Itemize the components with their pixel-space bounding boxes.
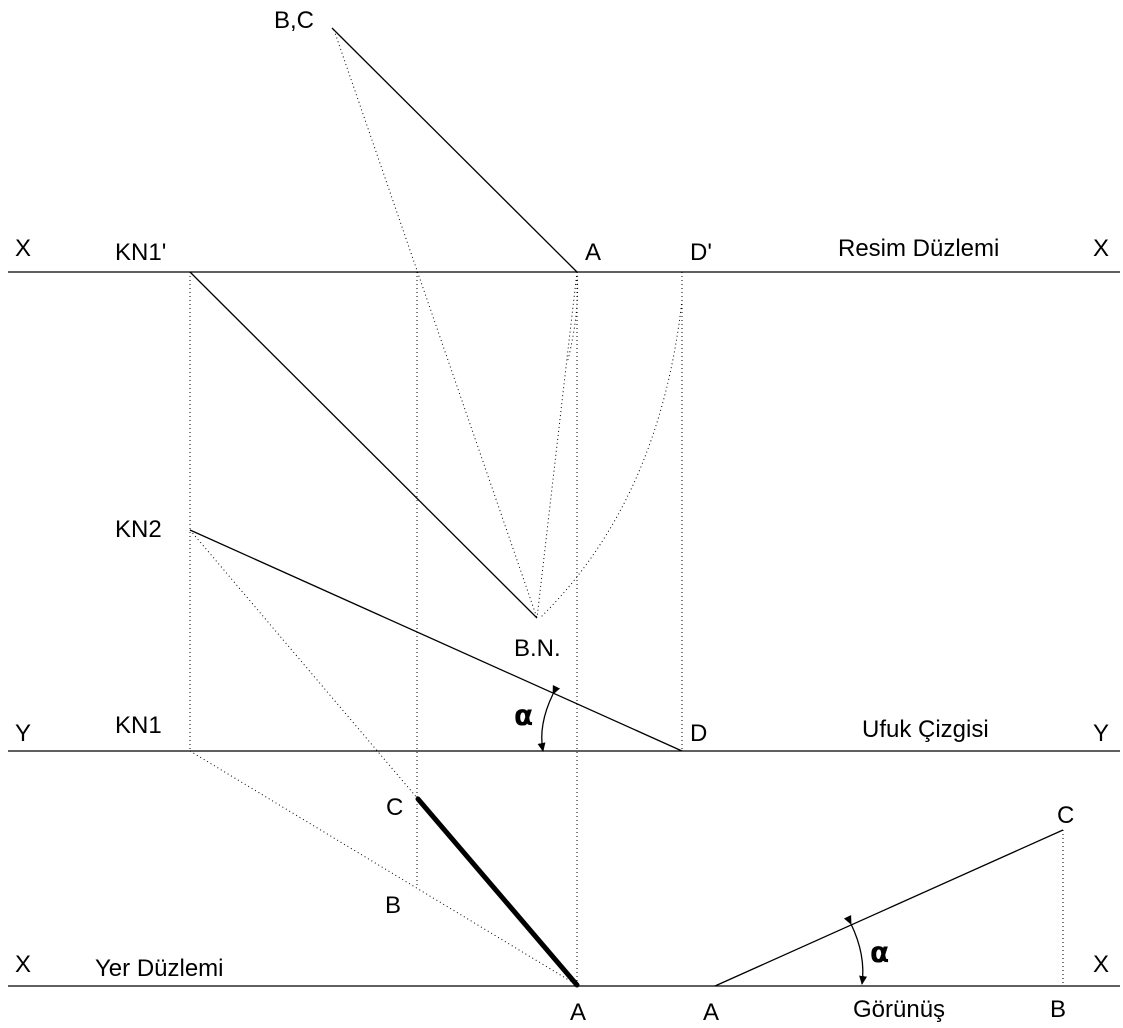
kn2-to-d-line [189,529,683,752]
label-horizon-line: Ufuk Çizgisi [862,716,989,743]
label-d-prime: D' [690,239,712,266]
label-kn1: KN1 [115,712,162,739]
label-b-mid: B [385,892,401,919]
kn1-to-a-dotted [189,750,578,986]
label-kn1-prime: KN1' [115,239,166,266]
label-a-view: A [703,999,719,1026]
label-a-top: A [585,239,601,266]
alpha-angle-arc-horizon [537,685,561,752]
label-alpha-horizon: α [514,699,533,732]
label-picture-plane: Resim Düzlemi [838,235,999,262]
label-alpha-view: α [870,936,889,969]
label-bc-top: B,C [274,7,314,34]
label-a-bottom: A [570,999,586,1026]
label-x-bottom-left: X [15,951,31,978]
a-to-bn-dotted [536,271,578,619]
kn1prime-to-bn-line [189,271,538,619]
label-x-top-right: X [1093,235,1109,262]
bc-to-bn-dotted [333,29,538,619]
label-view: Görünüş [853,996,945,1023]
rotation-arc-dotted [567,271,579,361]
label-b-view: B [1050,996,1066,1023]
label-y-right: Y [1093,720,1109,747]
kn2-to-c-dotted [189,529,419,800]
label-c-view: C [1057,802,1074,829]
label-x-bottom-right: X [1093,951,1109,978]
label-c-mid: C [386,794,403,821]
label-d: D [690,720,707,747]
label-ground-plane: Yer Düzlemi [95,955,224,982]
view-ac-line [714,829,1064,987]
alpha-angle-arc-view [843,915,868,985]
dprime-to-bn-arc-dotted [539,299,683,619]
label-x-top-left: X [15,235,31,262]
label-kn2: KN2 [115,516,162,543]
bc-to-a-line [331,27,578,273]
label-y-left: Y [15,720,31,747]
ac-edge-line [415,796,580,988]
label-bn: B.N. [514,635,561,662]
